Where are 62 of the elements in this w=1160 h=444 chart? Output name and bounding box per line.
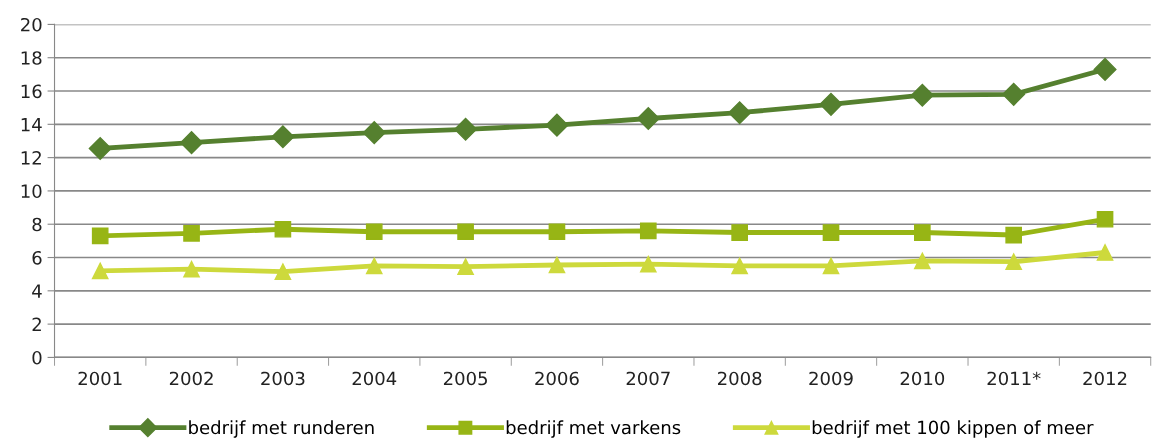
point — [731, 224, 748, 241]
x-tick-label: 2001 — [78, 371, 122, 386]
point — [183, 260, 200, 278]
x-tick-label: 2008 — [717, 371, 762, 386]
point — [1002, 82, 1026, 106]
y-tick-label: 4 — [32, 284, 42, 298]
point — [454, 117, 478, 141]
point — [728, 101, 752, 125]
x-tick-label: 2003 — [261, 371, 305, 386]
point — [548, 256, 566, 274]
y-tick-label: 6 — [32, 250, 42, 265]
point — [274, 220, 292, 238]
point — [88, 136, 112, 160]
point — [91, 227, 109, 245]
point — [180, 131, 204, 155]
x-tick-label: 2006 — [535, 371, 579, 386]
point — [639, 222, 657, 240]
point — [910, 83, 934, 107]
x-tick-label: 2009 — [809, 371, 853, 386]
legend-label: bedrijf met varkens — [506, 420, 681, 438]
point — [545, 113, 569, 137]
point — [362, 121, 386, 145]
x-tick-label: 2005 — [443, 371, 487, 386]
point — [1096, 210, 1114, 228]
point — [457, 223, 474, 241]
point — [636, 106, 660, 130]
point — [1005, 226, 1023, 244]
point — [914, 252, 931, 270]
y-tick-label: 0 — [32, 350, 42, 365]
point — [1005, 253, 1023, 271]
point — [822, 257, 840, 275]
point — [274, 263, 292, 281]
y-tick-label: 12 — [21, 151, 41, 165]
y-tick-label: 14 — [21, 118, 42, 132]
x-tick-label: 2011* — [987, 371, 1041, 386]
x-tick-label: 2007 — [626, 371, 670, 386]
y-tick-label: 16 — [21, 84, 42, 99]
point — [1093, 57, 1117, 81]
y-tick-label: 8 — [32, 217, 42, 232]
y-tick-label: 2 — [32, 317, 41, 331]
y-tick-label: 20 — [21, 17, 42, 32]
x-tick-label: 2002 — [169, 371, 213, 386]
point — [731, 257, 748, 275]
point — [365, 223, 383, 241]
y-tick-label: 10 — [21, 184, 42, 199]
point — [914, 224, 931, 241]
point — [457, 258, 474, 276]
y-tick-label: 18 — [21, 51, 42, 65]
x-tick-label: 2010 — [900, 371, 945, 386]
point — [91, 262, 109, 280]
point — [365, 257, 383, 275]
point — [819, 92, 843, 116]
point — [183, 225, 200, 242]
point — [548, 223, 566, 241]
legend-label: bedrijf met runderen — [189, 420, 374, 438]
x-tick-label: 2012 — [1083, 371, 1127, 386]
point — [1096, 244, 1114, 261]
x-tick-label: 2004 — [352, 371, 397, 386]
legend-label: bedrijf met 100 kippen of meer — [812, 420, 1094, 438]
point — [639, 255, 657, 273]
point — [271, 125, 295, 149]
point — [822, 224, 840, 241]
